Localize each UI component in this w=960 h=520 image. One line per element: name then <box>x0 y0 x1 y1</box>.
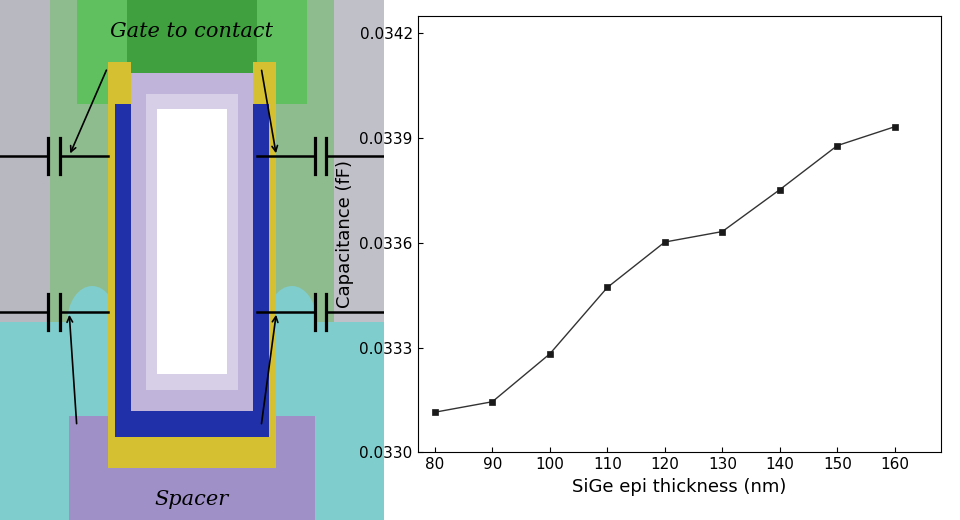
Bar <box>146 94 238 390</box>
Ellipse shape <box>267 286 317 359</box>
Text: Spacer: Spacer <box>155 490 229 509</box>
Bar <box>108 437 276 468</box>
Bar <box>157 109 227 374</box>
Bar <box>253 62 269 437</box>
Bar <box>115 62 131 437</box>
Bar <box>108 62 131 104</box>
Bar <box>334 0 384 520</box>
Bar <box>115 62 131 104</box>
Bar <box>77 0 307 104</box>
Y-axis label: Capacitance (fF): Capacitance (fF) <box>336 160 354 308</box>
Bar <box>253 62 269 437</box>
Bar <box>253 62 276 104</box>
Bar <box>0 322 384 520</box>
Bar <box>131 73 253 411</box>
X-axis label: SiGe epi thickness (nm): SiGe epi thickness (nm) <box>572 478 786 496</box>
Bar <box>131 73 253 411</box>
Bar <box>146 94 238 390</box>
Bar <box>253 62 276 468</box>
Text: Gate to contact: Gate to contact <box>110 22 274 41</box>
Bar <box>69 416 315 520</box>
Bar <box>253 62 269 104</box>
Bar <box>108 62 131 468</box>
Bar <box>0 0 50 520</box>
Bar <box>115 411 269 437</box>
Bar <box>127 0 257 104</box>
Ellipse shape <box>67 286 117 359</box>
Bar <box>115 62 131 437</box>
